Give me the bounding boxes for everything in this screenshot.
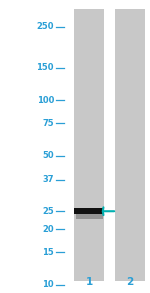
Text: 150: 150 [36, 63, 54, 72]
Bar [76, 214, 103, 219]
Text: 50: 50 [42, 151, 54, 160]
Bar [115, 9, 145, 281]
Text: 2: 2 [126, 277, 133, 287]
Text: 25: 25 [42, 207, 54, 216]
Text: 100: 100 [37, 96, 54, 105]
Text: 250: 250 [36, 23, 54, 31]
Bar [74, 208, 104, 214]
Text: 75: 75 [42, 119, 54, 128]
Text: 20: 20 [42, 225, 54, 234]
Text: 37: 37 [42, 175, 54, 184]
Bar [74, 9, 104, 281]
Text: 10: 10 [42, 280, 54, 289]
Text: 15: 15 [42, 248, 54, 257]
Text: 1: 1 [86, 277, 93, 287]
